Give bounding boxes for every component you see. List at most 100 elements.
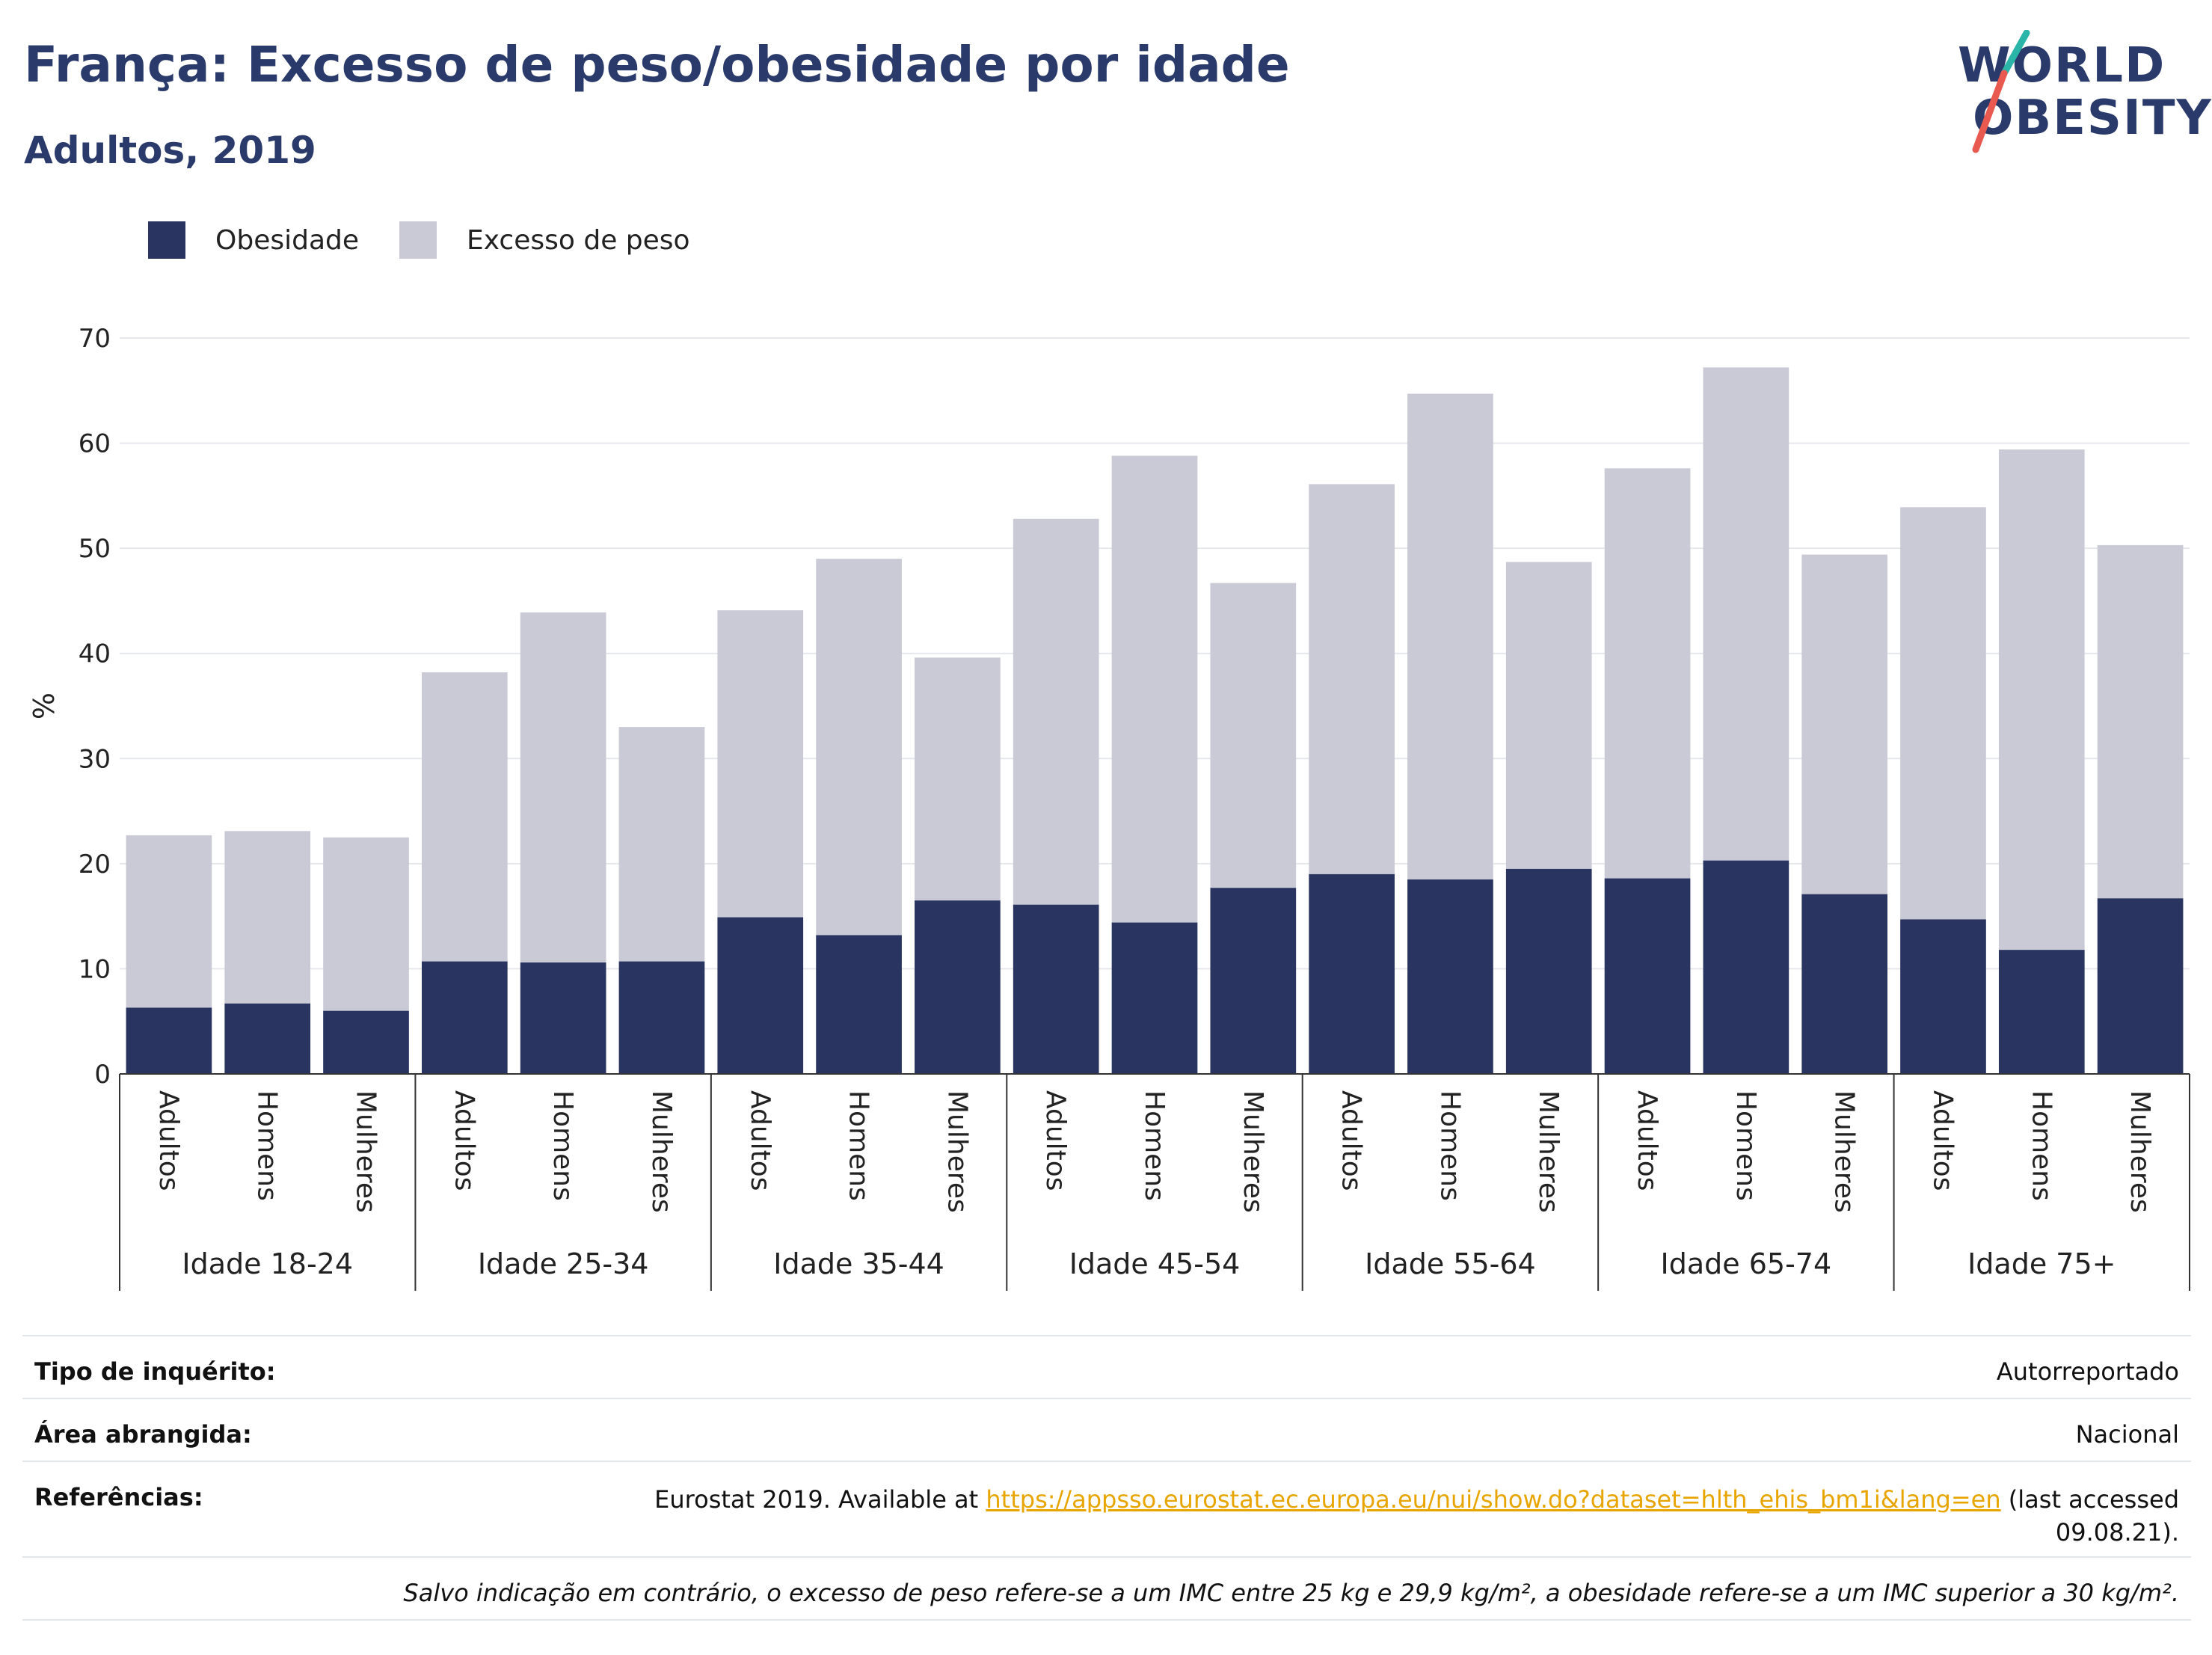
legend-swatch-obesity <box>148 221 185 259</box>
x-subcategory-label: Mulheres <box>1533 1090 1564 1213</box>
x-group-label: Idade 65-74 <box>1661 1247 1832 1280</box>
definitions-note: Salvo indicação em contrário, o excesso … <box>403 1579 2179 1607</box>
bar-obesity <box>126 1007 212 1074</box>
x-group-label: Idade 55-64 <box>1365 1247 1536 1280</box>
bar-overweight <box>2097 544 2184 899</box>
bar-overweight <box>1505 562 1592 869</box>
area-value: Nacional <box>2075 1420 2179 1449</box>
bar-obesity <box>717 917 804 1074</box>
bar-obesity <box>1111 922 1198 1074</box>
references-link[interactable]: https://appsso.eurostat.ec.europa.eu/nui… <box>986 1485 2001 1514</box>
x-subcategory-label: Adultos <box>449 1090 479 1191</box>
bar-overweight <box>717 610 804 918</box>
x-group-label: Idade 18-24 <box>182 1247 353 1280</box>
bar-obesity <box>323 1010 409 1074</box>
bar-overweight <box>1801 554 1888 894</box>
x-subcategory-label: Adultos <box>1927 1090 1958 1191</box>
references-label: Referências: <box>34 1483 203 1511</box>
x-group-label: Idade 45-54 <box>1069 1247 1241 1280</box>
bar-obesity <box>1703 860 1789 1074</box>
bar-overweight <box>1900 507 1986 920</box>
y-tick-label: 60 <box>79 429 111 459</box>
bar-overweight <box>1407 393 1493 879</box>
bar-overweight <box>520 612 606 962</box>
bar-obesity <box>1900 919 1986 1074</box>
meta-row-references: Referências: Eurostat 2019. Available at… <box>22 1461 2191 1556</box>
x-subcategory-label: Adultos <box>1040 1090 1071 1191</box>
bar-overweight <box>915 657 1001 901</box>
world-obesity-logo: WORLD OBESITY <box>1944 30 2211 165</box>
bar-obesity <box>1801 894 1888 1074</box>
survey-type-label: Tipo de inquérito: <box>34 1357 276 1386</box>
x-subcategory-label: Adultos <box>1632 1090 1662 1191</box>
bar-obesity <box>1604 878 1691 1074</box>
meta-row-survey-type: Tipo de inquérito: Autorreportado <box>22 1335 2191 1398</box>
x-subcategory-label: Mulheres <box>351 1090 381 1213</box>
bar-obesity <box>816 935 902 1074</box>
y-tick-label: 70 <box>79 324 111 354</box>
x-subcategory-label: Homens <box>547 1090 578 1201</box>
x-subcategory-label: Adultos <box>153 1090 184 1191</box>
meta-row-note: Salvo indicação em contrário, o excesso … <box>22 1556 2191 1621</box>
bar-obesity <box>2097 898 2184 1074</box>
meta-row-area: Área abrangida: Nacional <box>22 1398 2191 1461</box>
x-subcategory-label: Adultos <box>745 1090 775 1191</box>
legend-item-overweight: Excesso de peso <box>399 221 690 259</box>
y-tick-label: 0 <box>94 1060 111 1090</box>
bar-obesity <box>915 900 1001 1074</box>
y-tick-label: 40 <box>79 639 111 669</box>
x-subcategory-label: Homens <box>2026 1090 2056 1201</box>
stacked-bar-chart: 0 10 20 30 40 50 60 70% Adultos Homens Mulheres Adu… <box>28 324 2190 1291</box>
logo-line-2: OBESITY <box>1973 90 2212 146</box>
x-subcategory-label: Mulheres <box>2125 1090 2155 1213</box>
x-group-label: Idade 25-34 <box>478 1247 649 1280</box>
bar-obesity <box>224 1003 311 1074</box>
chart-subtitle: Adultos, 2019 <box>24 129 316 172</box>
bar-obesity <box>1407 879 1493 1074</box>
legend-label-overweight: Excesso de peso <box>467 224 690 256</box>
bar-overweight <box>421 672 508 962</box>
x-subcategory-label: Adultos <box>1336 1090 1367 1191</box>
bar-overweight <box>323 837 409 1011</box>
bar-obesity <box>1309 873 1395 1074</box>
bar-obesity <box>618 961 705 1074</box>
metadata-table: Tipo de inquérito: Autorreportado Área a… <box>22 1335 2191 1621</box>
y-tick-label: 10 <box>79 954 111 984</box>
x-subcategory-label: Homens <box>1139 1090 1170 1201</box>
bar-overweight <box>126 835 212 1008</box>
survey-type-value: Autorreportado <box>1996 1357 2179 1386</box>
x-group-label: Idade 35-44 <box>773 1247 944 1280</box>
bar-overweight <box>1604 468 1691 879</box>
bar-overweight <box>1309 484 1395 874</box>
references-accessed-date: 09.08.21). <box>2055 1518 2179 1547</box>
chart-title: França: Excesso de peso/obesidade por id… <box>24 36 1290 93</box>
bar-overweight <box>1013 518 1099 905</box>
x-group-label: Idade 75+ <box>1967 1247 2116 1280</box>
y-axis-title: % <box>28 693 61 719</box>
bar-overweight <box>224 831 311 1004</box>
area-label: Área abrangida: <box>34 1420 252 1449</box>
x-subcategory-label: Homens <box>844 1090 874 1201</box>
bar-obesity <box>1210 888 1297 1074</box>
bar-overweight <box>1998 449 2085 951</box>
x-subcategory-label: Mulheres <box>1829 1090 1860 1213</box>
bar-overweight <box>1210 583 1297 888</box>
bar-overweight <box>816 559 902 936</box>
bar-overweight <box>1111 455 1198 923</box>
bar-obesity <box>421 961 508 1074</box>
x-subcategory-label: Mulheres <box>646 1090 677 1213</box>
bar-obesity <box>1998 950 2085 1074</box>
references-prefix: Eurostat 2019. Available at <box>654 1485 986 1514</box>
legend-label-obesity: Obesidade <box>215 224 360 256</box>
x-subcategory-label: Homens <box>252 1090 283 1201</box>
references-value: Eurostat 2019. Available at https://apps… <box>654 1483 2179 1549</box>
bar-overweight <box>1703 367 1789 861</box>
bar-obesity <box>1505 868 1592 1074</box>
y-tick-label: 20 <box>79 850 111 879</box>
bar-overweight <box>618 727 705 962</box>
x-subcategory-label: Homens <box>1434 1090 1465 1201</box>
bar-obesity <box>1013 904 1099 1074</box>
x-subcategory-label: Mulheres <box>941 1090 972 1213</box>
legend-item-obesity: Obesidade <box>148 221 359 259</box>
x-subcategory-label: Mulheres <box>1238 1090 1268 1213</box>
